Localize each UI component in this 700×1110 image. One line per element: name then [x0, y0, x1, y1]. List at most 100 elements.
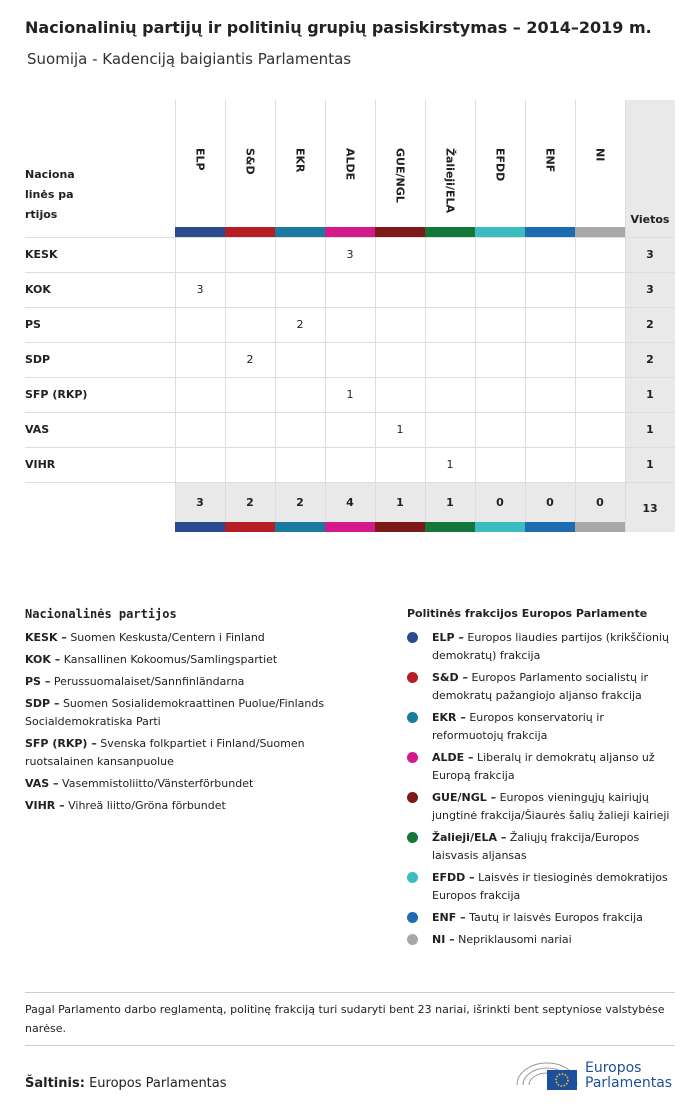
- row-total: 1: [646, 388, 654, 401]
- legend-dot: [407, 934, 418, 945]
- row-total: 1: [646, 423, 654, 436]
- group-header: GUE/NGL: [375, 148, 425, 218]
- source-label: Šaltinis:: [25, 1076, 85, 1091]
- group-header: ELP: [175, 148, 225, 218]
- legend-abbr: SDP –: [25, 697, 60, 710]
- group-header: ENF: [525, 148, 575, 218]
- legend-abbr: ENF –: [432, 911, 466, 924]
- seat-count: 2: [246, 353, 254, 366]
- legend-item: S&D – Europos Parlamento socialistų ir d…: [407, 669, 677, 705]
- legend-item: PS – Perussuomalaiset/Sannfinländarna: [25, 673, 375, 691]
- column-total: 0: [496, 496, 504, 509]
- group-header: NI: [575, 148, 625, 218]
- title: Nacionalinių partijų ir politinių grupių…: [25, 18, 652, 37]
- legend-dot: [407, 712, 418, 723]
- column-total: 2: [246, 496, 254, 509]
- party-name: VAS: [25, 423, 50, 436]
- legend-item: GUE/NGL – Europos vieningųjų kairiųjų ju…: [407, 789, 677, 825]
- party-name: VIHR: [25, 458, 56, 471]
- row-line: [25, 412, 675, 413]
- legend-abbr: GUE/NGL –: [432, 791, 497, 804]
- legend-item: SDP – Suomen Sosialidemokraattinen Puolu…: [25, 695, 375, 731]
- legend-item: VAS – Vasemmistoliitto/Vänsterförbundet: [25, 775, 375, 793]
- color-bar: [475, 522, 525, 532]
- column-line: [275, 100, 276, 532]
- legend-text: Suomen Keskusta/Centern i Finland: [70, 631, 265, 644]
- row-line: [25, 482, 675, 483]
- legend-dot: [407, 792, 418, 803]
- column-line: [375, 100, 376, 532]
- legend-abbr: EFDD –: [432, 871, 475, 884]
- column-line: [425, 100, 426, 532]
- legend-text: Vihreä liitto/Gröna förbundet: [68, 799, 226, 812]
- column-total: 3: [196, 496, 204, 509]
- group-name: S&D: [243, 148, 257, 175]
- divider: [25, 992, 675, 993]
- legend-text: Europos liaudies partijos (krikščionių d…: [432, 631, 669, 662]
- party-name: KESK: [25, 248, 58, 261]
- seat-count: 3: [346, 248, 354, 261]
- subtitle: Suomija - Kadenciją baigiantis Parlament…: [27, 50, 352, 68]
- column-total: 0: [546, 496, 554, 509]
- legend-item: KOK – Kansallinen Kokoomus/Samlingsparti…: [25, 651, 375, 669]
- row-line: [25, 272, 675, 273]
- legend-dot: [407, 672, 418, 683]
- legend-text: Liberalų ir demokratų aljanso už Europą …: [432, 751, 655, 782]
- row-total: 2: [646, 318, 654, 331]
- legend-item: ENF – Tautų ir laisvės Europos frakcija: [407, 909, 677, 927]
- legend-text: Tautų ir laisvės Europos frakcija: [469, 911, 643, 924]
- divider: [25, 1045, 675, 1046]
- group-header: Žalieji/ELA: [425, 148, 475, 218]
- logo-text: Parlamentas: [585, 1075, 673, 1091]
- seat-count: 2: [296, 318, 304, 331]
- color-bar: [275, 227, 325, 237]
- legend-item: EFDD – Laisvės ir tiesioginės demokratij…: [407, 869, 677, 905]
- row-total: 3: [646, 283, 654, 296]
- legend-text: Perussuomalaiset/Sannfinländarna: [53, 675, 245, 688]
- color-bar: [275, 522, 325, 532]
- legend-text: Vasemmistoliitto/Vänsterförbundet: [62, 777, 254, 790]
- legend-abbr: KOK –: [25, 653, 61, 666]
- legend-text: Laisvės ir tiesioginės demokratijos Euro…: [432, 871, 668, 902]
- row-line: [25, 447, 675, 448]
- note: Pagal Parlamento darbo reglamentą, polit…: [25, 1003, 665, 1035]
- legend-item: ALDE – Liberalų ir demokratų aljanso už …: [407, 749, 677, 785]
- group-name: GUE/NGL: [393, 148, 407, 203]
- legend-abbr: SFP (RKP) –: [25, 737, 97, 750]
- party-name: SDP: [25, 353, 51, 366]
- legend-text: Žaliųjų frakcija/Europos laisvasis aljan…: [432, 831, 640, 862]
- column-total: 0: [596, 496, 604, 509]
- legend-abbr: ALDE –: [432, 751, 474, 764]
- legend-dot: [407, 872, 418, 883]
- seat-count: 1: [396, 423, 404, 436]
- group-header: S&D: [225, 148, 275, 218]
- legend-dot: [407, 912, 418, 923]
- totals-row-bg: [175, 482, 625, 522]
- group-name: EFDD: [493, 148, 507, 182]
- column-line: [175, 100, 176, 532]
- party-name: SFP (RKP): [25, 388, 88, 401]
- legend-abbr: PS –: [25, 675, 51, 688]
- color-bar: [375, 227, 425, 237]
- legend-text: Kansallinen Kokoomus/Samlingspartiet: [63, 653, 278, 666]
- row-total: 2: [646, 353, 654, 366]
- column-total: 2: [296, 496, 304, 509]
- legend-abbr: VIHR –: [25, 799, 65, 812]
- column-total: 1: [396, 496, 404, 509]
- legend-abbr: S&D –: [432, 671, 468, 684]
- legend-item: KESK – Suomen Keskusta/Centern i Finland: [25, 629, 375, 647]
- legend-item: SFP (RKP) – Svenska folkpartiet i Finlan…: [25, 735, 375, 771]
- color-bar: [225, 227, 275, 237]
- legend-title: Nacionalinės partijos: [25, 607, 177, 621]
- group-legend: Politinės frakcijos Europos Parlamente EL…: [407, 605, 677, 953]
- legend-text: Svenska folkpartiet i Finland/Suomen ruo…: [25, 737, 305, 768]
- group-name: Žalieji/ELA: [443, 148, 457, 213]
- column-total: 1: [446, 496, 454, 509]
- legend-item: EKR – Europos konservatorių ir reformuot…: [407, 709, 677, 745]
- row-line: [25, 377, 675, 378]
- legend-abbr: KESK –: [25, 631, 67, 644]
- column-line: [525, 100, 526, 532]
- source-name: Europos Parlamentas: [89, 1076, 227, 1091]
- legend-abbr: EKR –: [432, 711, 466, 724]
